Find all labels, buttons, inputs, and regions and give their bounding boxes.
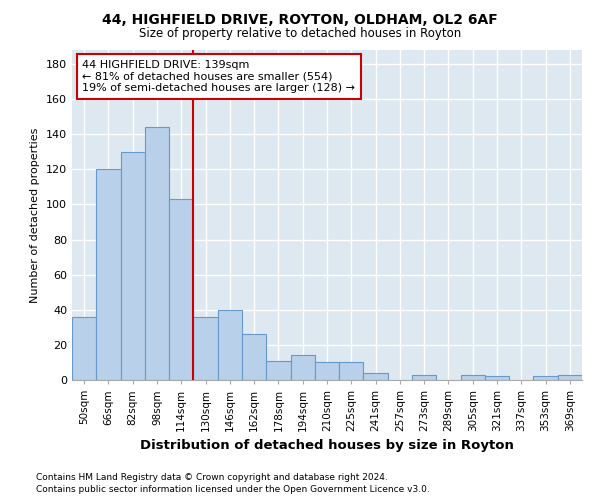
Bar <box>315 362 339 380</box>
Bar <box>266 360 290 380</box>
Bar <box>533 376 558 380</box>
Bar <box>485 376 509 380</box>
Y-axis label: Number of detached properties: Number of detached properties <box>31 128 40 302</box>
X-axis label: Distribution of detached houses by size in Royton: Distribution of detached houses by size … <box>140 440 514 452</box>
Bar <box>339 362 364 380</box>
Text: 44, HIGHFIELD DRIVE, ROYTON, OLDHAM, OL2 6AF: 44, HIGHFIELD DRIVE, ROYTON, OLDHAM, OL2… <box>102 12 498 26</box>
Bar <box>412 374 436 380</box>
Text: 44 HIGHFIELD DRIVE: 139sqm
← 81% of detached houses are smaller (554)
19% of sem: 44 HIGHFIELD DRIVE: 139sqm ← 81% of deta… <box>82 60 355 93</box>
Text: Size of property relative to detached houses in Royton: Size of property relative to detached ho… <box>139 28 461 40</box>
Bar <box>72 317 96 380</box>
Bar <box>242 334 266 380</box>
Bar <box>218 310 242 380</box>
Bar <box>290 356 315 380</box>
Bar <box>121 152 145 380</box>
Bar <box>364 373 388 380</box>
Bar <box>169 199 193 380</box>
Text: Contains public sector information licensed under the Open Government Licence v3: Contains public sector information licen… <box>36 485 430 494</box>
Bar <box>558 374 582 380</box>
Bar <box>145 127 169 380</box>
Text: Contains HM Land Registry data © Crown copyright and database right 2024.: Contains HM Land Registry data © Crown c… <box>36 472 388 482</box>
Bar <box>96 170 121 380</box>
Bar <box>193 317 218 380</box>
Bar <box>461 374 485 380</box>
